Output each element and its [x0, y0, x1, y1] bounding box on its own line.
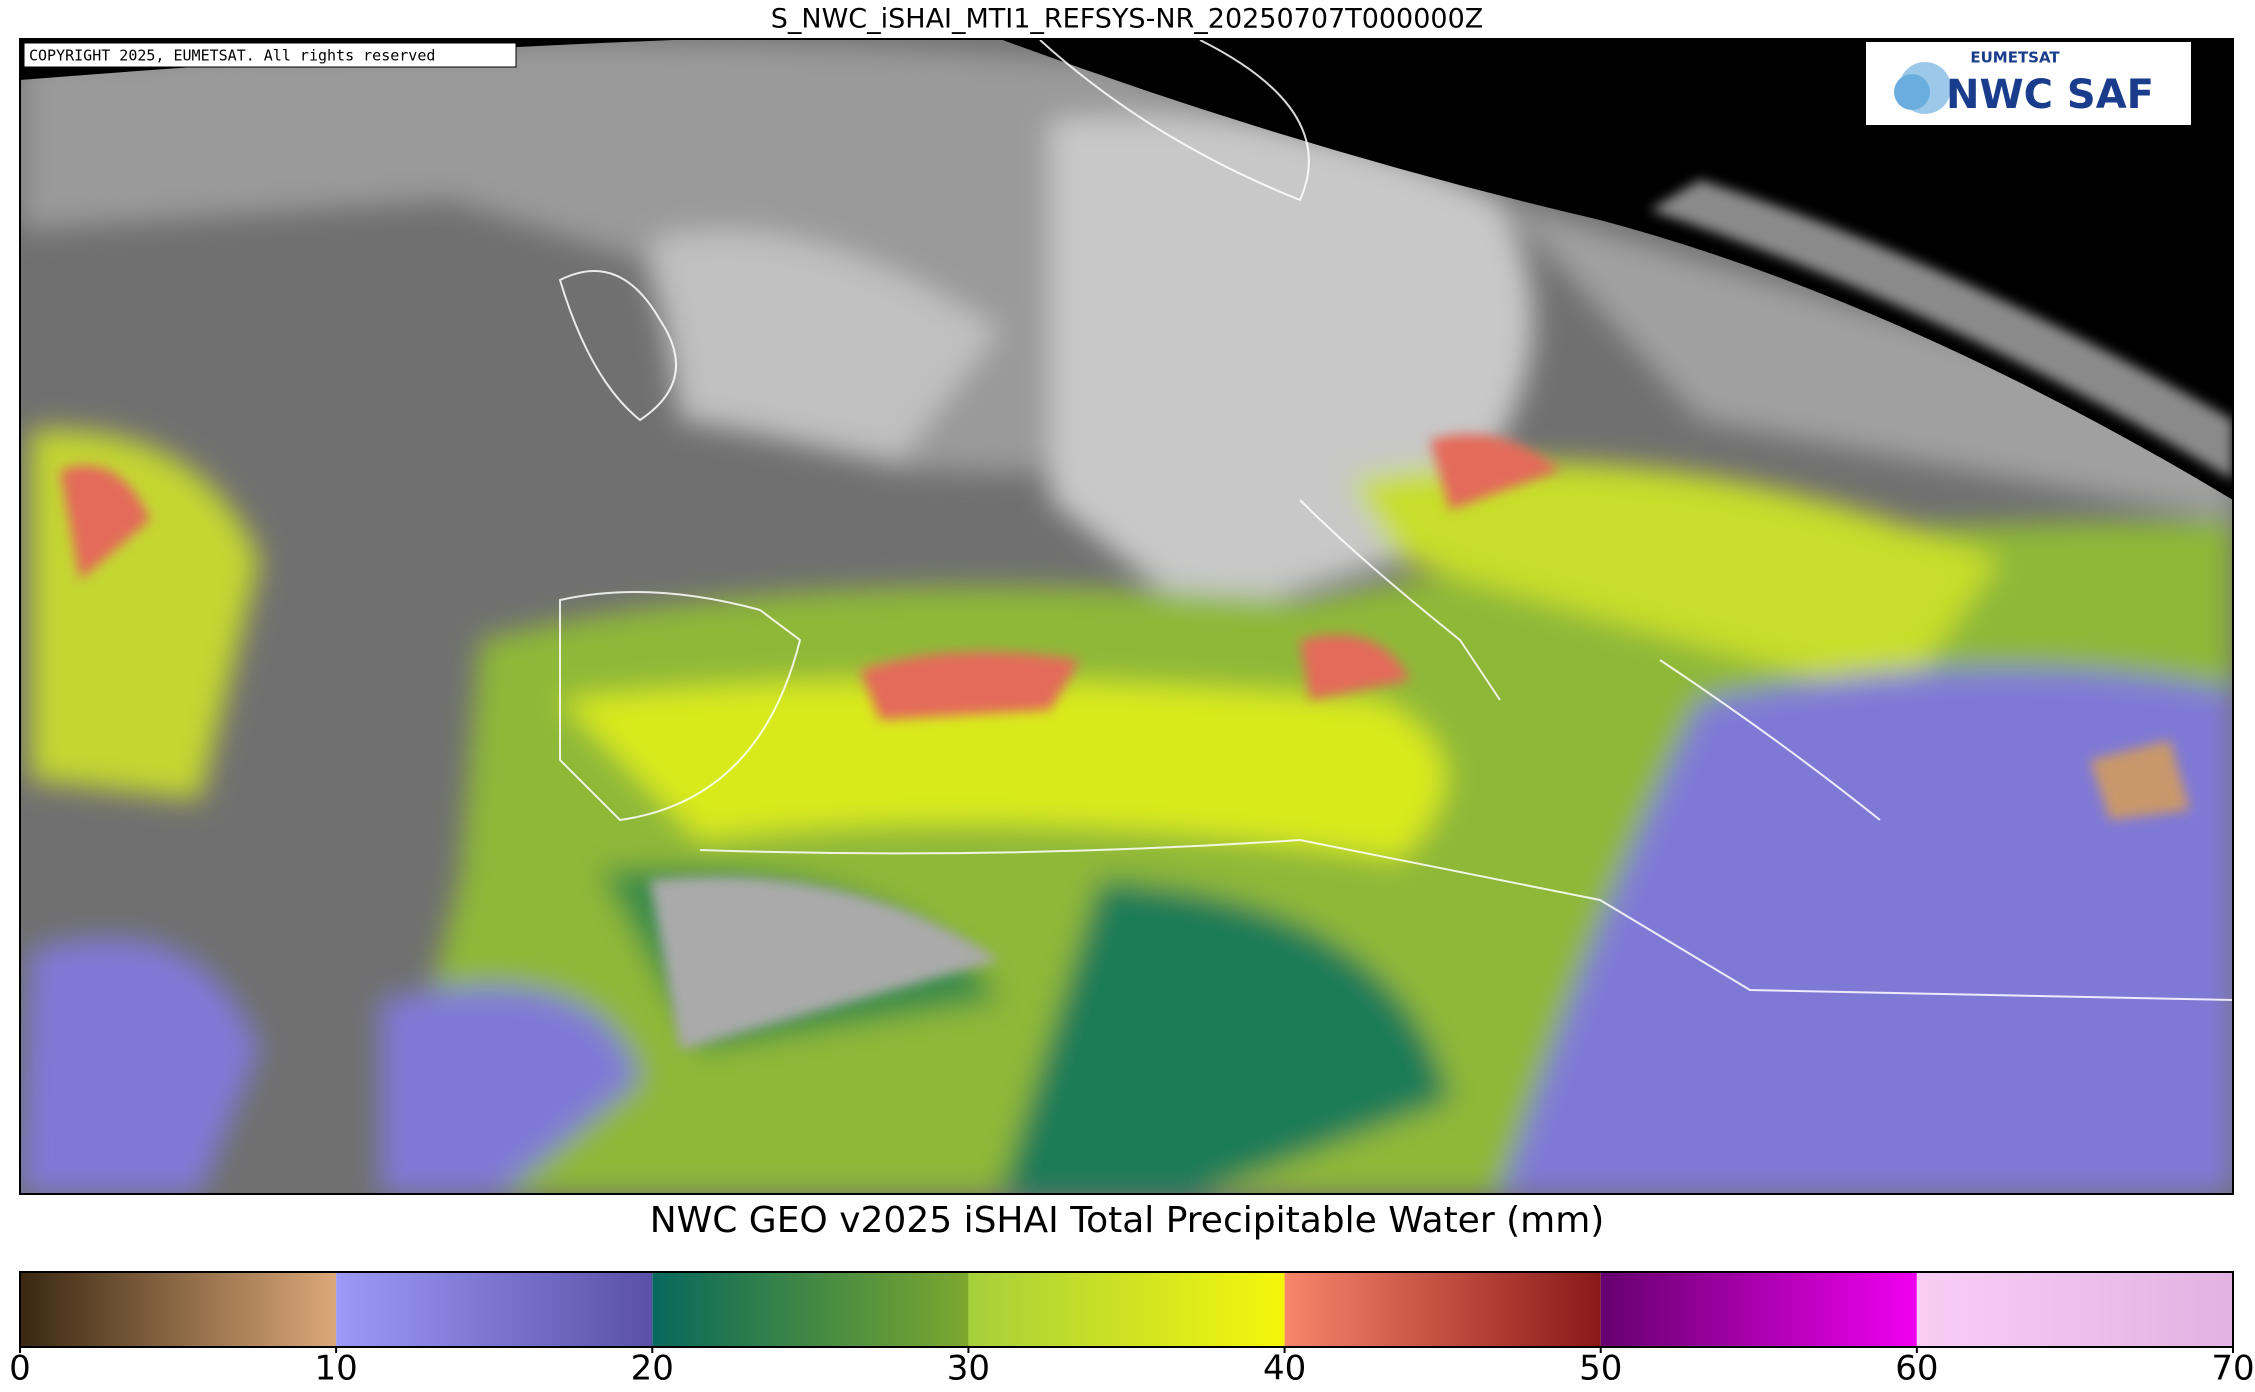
- colorbar-tick-label: 20: [631, 1349, 674, 1389]
- logo: EUMETSAT NWC SAF: [1866, 42, 2191, 125]
- colorbar-segment: [336, 1272, 653, 1347]
- title: S_NWC_iSHAI_MTI1_REFSYS-NR_20250707T0000…: [771, 4, 1484, 35]
- colorbar: 0 10 20 30 40 50 60 70: [9, 1271, 2255, 1389]
- colorbar-segment: [20, 1272, 337, 1347]
- colorbar-tick-label: 10: [315, 1349, 358, 1389]
- logo-top: EUMETSAT: [1970, 49, 2060, 67]
- colorbar-label: NWC GEO v2025 iSHAI Total Precipitable W…: [650, 1200, 1605, 1241]
- colorbar-segment: [652, 1272, 969, 1347]
- colorbar-tick-label: 60: [1895, 1349, 1938, 1389]
- map-frame: [19, 38, 2234, 1195]
- copyright-box: [23, 42, 517, 68]
- colorbar-tick-label: 40: [1263, 1349, 1306, 1389]
- colorbar-tick-label: 70: [2211, 1349, 2254, 1389]
- colorbar-segment: [1600, 1272, 1917, 1347]
- colorbar-segment: [1284, 1272, 1601, 1347]
- copyright: COPYRIGHT 2025, EUMETSAT. All rights res…: [29, 47, 435, 65]
- logo-main: NWC SAF: [1946, 72, 2154, 118]
- satellite-map: [20, 39, 2233, 1194]
- colorbar-segment: [968, 1272, 1285, 1347]
- colorbar-tick-label: 30: [947, 1349, 990, 1389]
- colorbar-tick-label: 50: [1579, 1349, 1622, 1389]
- colorbar-frame: [19, 1271, 2234, 1348]
- colorbar-segment: [1916, 1272, 2233, 1347]
- colorbar-tick-label: 0: [9, 1349, 31, 1389]
